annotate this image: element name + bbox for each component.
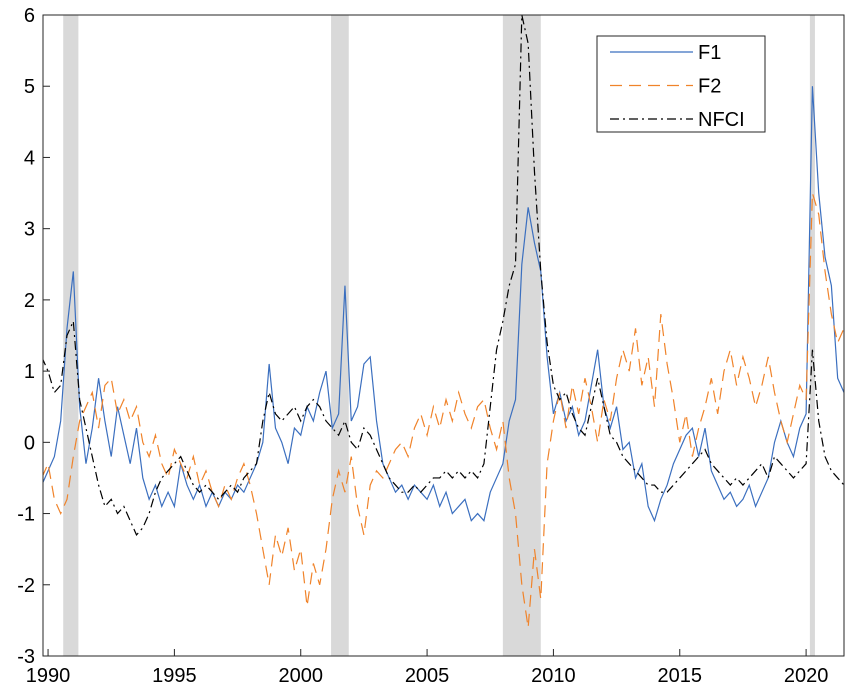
x-tick-label: 2005 (405, 665, 450, 687)
y-tick-label: 0 (24, 432, 35, 454)
recession-shade (502, 15, 541, 656)
series-line (43, 86, 844, 523)
plot-area (43, 15, 844, 656)
y-tick-label: 5 (24, 76, 35, 98)
y-tick-label: 1 (24, 361, 35, 383)
legend-label: NFCI (698, 109, 745, 131)
y-tick-label: 6 (24, 5, 35, 27)
x-tick-label: 2000 (278, 665, 323, 687)
y-tick-label: -2 (17, 575, 35, 597)
x-tick-label: 2020 (784, 665, 829, 687)
x-tick-label: 1995 (152, 665, 197, 687)
y-tick-label: -1 (17, 504, 35, 526)
y-tick-label: -3 (17, 646, 35, 668)
legend: F1 F2 NFCI (596, 35, 766, 133)
x-tick-label: 2015 (658, 665, 703, 687)
series-line (43, 15, 844, 537)
recession-shade (809, 15, 815, 656)
x-tick-label: 2010 (531, 665, 576, 687)
y-tick-label: 2 (24, 290, 35, 312)
legend-label: F1 (698, 42, 721, 64)
legend-label: F2 (698, 76, 721, 98)
y-tick-label: 4 (24, 147, 35, 169)
axes-box (42, 14, 845, 657)
y-tick-label: 3 (24, 219, 35, 241)
x-tick-label: 1990 (26, 665, 71, 687)
recession-shade (331, 15, 349, 656)
series-line (43, 192, 844, 628)
